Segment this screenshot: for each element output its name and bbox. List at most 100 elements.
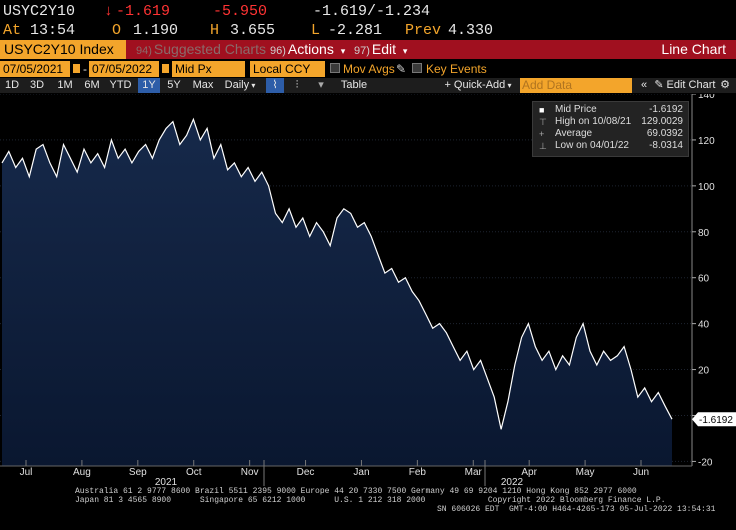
- actions-dropdown-icon: ▾: [340, 46, 346, 56]
- at-label: At: [3, 22, 22, 39]
- table-button[interactable]: Table: [340, 79, 368, 91]
- price-chart[interactable]: 140120100806040200-20 JulAugSepOctNovDec…: [0, 94, 736, 486]
- end-date-field[interactable]: 07/05/2022: [89, 61, 159, 77]
- price-area: [2, 119, 672, 467]
- x-tick-label: Jul: [20, 467, 33, 478]
- x-tick-label: Aug: [73, 467, 91, 478]
- line-style-icon[interactable]: ⌇: [266, 78, 284, 93]
- add-data-input[interactable]: Add Data: [520, 78, 632, 93]
- y-tick-label: 100: [698, 182, 715, 193]
- bar-style-icon[interactable]: ⫶: [295, 79, 299, 91]
- edit-label: Edit: [371, 41, 397, 57]
- legend-value: 69.0392: [646, 128, 683, 139]
- suggested-label: Suggested Charts: [153, 41, 266, 57]
- y-tick-label: 140: [698, 94, 715, 101]
- footer-contacts-line2: Japan 81 3 4565 8900 Singapore 65 6212 1…: [75, 496, 666, 505]
- period-6m[interactable]: 6M: [84, 79, 100, 91]
- pencil-icon[interactable]: ✎: [396, 62, 407, 76]
- y-tick-label: 120: [698, 136, 715, 147]
- edit-menu[interactable]: 97) Edit ▾: [354, 40, 407, 59]
- price-field-select[interactable]: Mid Px: [172, 61, 245, 77]
- x-tick-label: Jun: [633, 467, 649, 478]
- y-tick-label: 20: [698, 366, 710, 377]
- footer-contacts-line1: Australia 61 2 9777 8600 Brazil 5511 239…: [75, 487, 637, 496]
- legend-name: High on 10/08/21: [555, 116, 632, 127]
- pencil-icon[interactable]: ✎: [654, 79, 664, 91]
- open-label: O: [112, 22, 122, 39]
- period-max[interactable]: Max: [192, 79, 214, 91]
- quick-add-button[interactable]: + Quick-Add ▾: [444, 79, 512, 91]
- double-chevron-left-icon[interactable]: «: [640, 79, 648, 91]
- legend-name: Mid Price: [555, 104, 597, 115]
- legend-value: -8.0314: [649, 140, 683, 151]
- legend-name: Average: [555, 128, 593, 139]
- frequency-select[interactable]: Daily ▾: [224, 79, 256, 91]
- key-events-label: Key Events: [426, 62, 487, 76]
- currency-select[interactable]: Local CCY: [250, 61, 325, 77]
- quick-add-label: + Quick-Add: [444, 79, 506, 91]
- dropdown-icon[interactable]: ▾: [318, 79, 324, 91]
- period-1m[interactable]: 1M: [57, 79, 73, 91]
- actions-num: 96): [270, 45, 286, 57]
- x-tick-label: Dec: [297, 467, 315, 478]
- y-tick-label: 40: [698, 320, 710, 331]
- legend-row-low: ⊥ Low on 04/01/22 -8.0314: [533, 140, 686, 152]
- prev-label: Prev: [405, 22, 442, 39]
- date-separator: -: [83, 62, 87, 76]
- legend-row-high: ⊤ High on 10/08/21 129.0029: [533, 116, 686, 128]
- start-date-field[interactable]: 07/05/2021: [0, 61, 70, 77]
- legend-value: 129.0029: [641, 116, 683, 127]
- legend-row-mid-price: ■ Mid Price -1.6192: [533, 104, 686, 116]
- settings-icon[interactable]: ⚙: [720, 79, 730, 91]
- key-events-checkbox[interactable]: [412, 63, 422, 73]
- period-3d[interactable]: 3D: [29, 79, 45, 91]
- year-label: 2022: [501, 477, 524, 486]
- chart-type-label: Line Chart: [661, 41, 726, 57]
- edit-chart-button[interactable]: Edit Chart: [666, 79, 716, 91]
- low-label: L: [311, 22, 321, 39]
- low-value: -2.281: [328, 22, 383, 39]
- security-field[interactable]: USYC2Y10 Index: [0, 40, 126, 59]
- last-price: -1.619: [116, 3, 171, 20]
- frequency-label: Daily: [224, 79, 250, 91]
- period-1d[interactable]: 1D: [4, 79, 20, 91]
- control-row: 07/05/2021 - 07/05/2022 Mid Px Local CCY…: [0, 61, 736, 77]
- quote-time: 13:54: [30, 22, 76, 39]
- high-marker-icon: ⊤: [539, 117, 547, 127]
- calendar-icon[interactable]: [72, 63, 81, 74]
- mov-avgs-checkbox[interactable]: [330, 63, 340, 73]
- x-axis: Jul Aug Sep Oct Nov Dec Jan Feb Mar Apr May Jun 2021…: [0, 460, 692, 486]
- period-1y[interactable]: 1Y: [138, 78, 160, 93]
- open-value: 1.190: [133, 22, 179, 39]
- actions-label: Actions: [287, 41, 334, 57]
- down-arrow-icon: ↓: [104, 3, 114, 20]
- year-label: 2021: [155, 477, 178, 486]
- x-tick-label: Sep: [129, 467, 147, 478]
- suggested-num: 94): [136, 45, 152, 57]
- high-value: 3.655: [230, 22, 276, 39]
- x-tick-label: Nov: [241, 467, 259, 478]
- y-axis: 140120100806040200-20: [691, 94, 715, 468]
- suggested-charts-menu[interactable]: 94) Suggested Charts: [136, 40, 266, 59]
- average-marker-icon: +: [539, 129, 545, 139]
- x-tick-label: Apr: [521, 467, 537, 478]
- chart-legend[interactable]: ■ Mid Price -1.6192 ⊤ High on 10/08/21 1…: [532, 101, 689, 157]
- edit-num: 97): [354, 45, 370, 57]
- footer-session-info: SN 606026 EDT GMT-4:00 H464-4265-173 05-…: [437, 505, 716, 514]
- period-5y[interactable]: 5Y: [167, 79, 181, 91]
- high-label: H: [210, 22, 220, 39]
- edit-dropdown-icon: ▾: [402, 46, 408, 56]
- title-bar: USYC2Y10 Index 94) Suggested Charts 96) Ac…: [0, 40, 736, 59]
- bid-ask: -1.619/-1.234: [313, 3, 431, 20]
- net-change: -5.950: [213, 3, 268, 20]
- last-value-box: [692, 412, 736, 427]
- x-tick-label: Feb: [409, 467, 427, 478]
- low-marker-icon: ⊥: [539, 141, 547, 151]
- prev-value: 4.330: [448, 22, 494, 39]
- legend-value: -1.6192: [649, 104, 683, 115]
- period-toolbar: 1D 3D 1M 6M YTD 1Y 5Y Max Daily ▾ ⌇ ⫶ ▾ …: [0, 78, 736, 93]
- legend-name: Low on 04/01/22: [555, 140, 629, 151]
- period-ytd[interactable]: YTD: [109, 79, 132, 91]
- actions-menu[interactable]: 96) Actions ▾: [270, 40, 345, 59]
- calendar-icon[interactable]: [161, 63, 170, 74]
